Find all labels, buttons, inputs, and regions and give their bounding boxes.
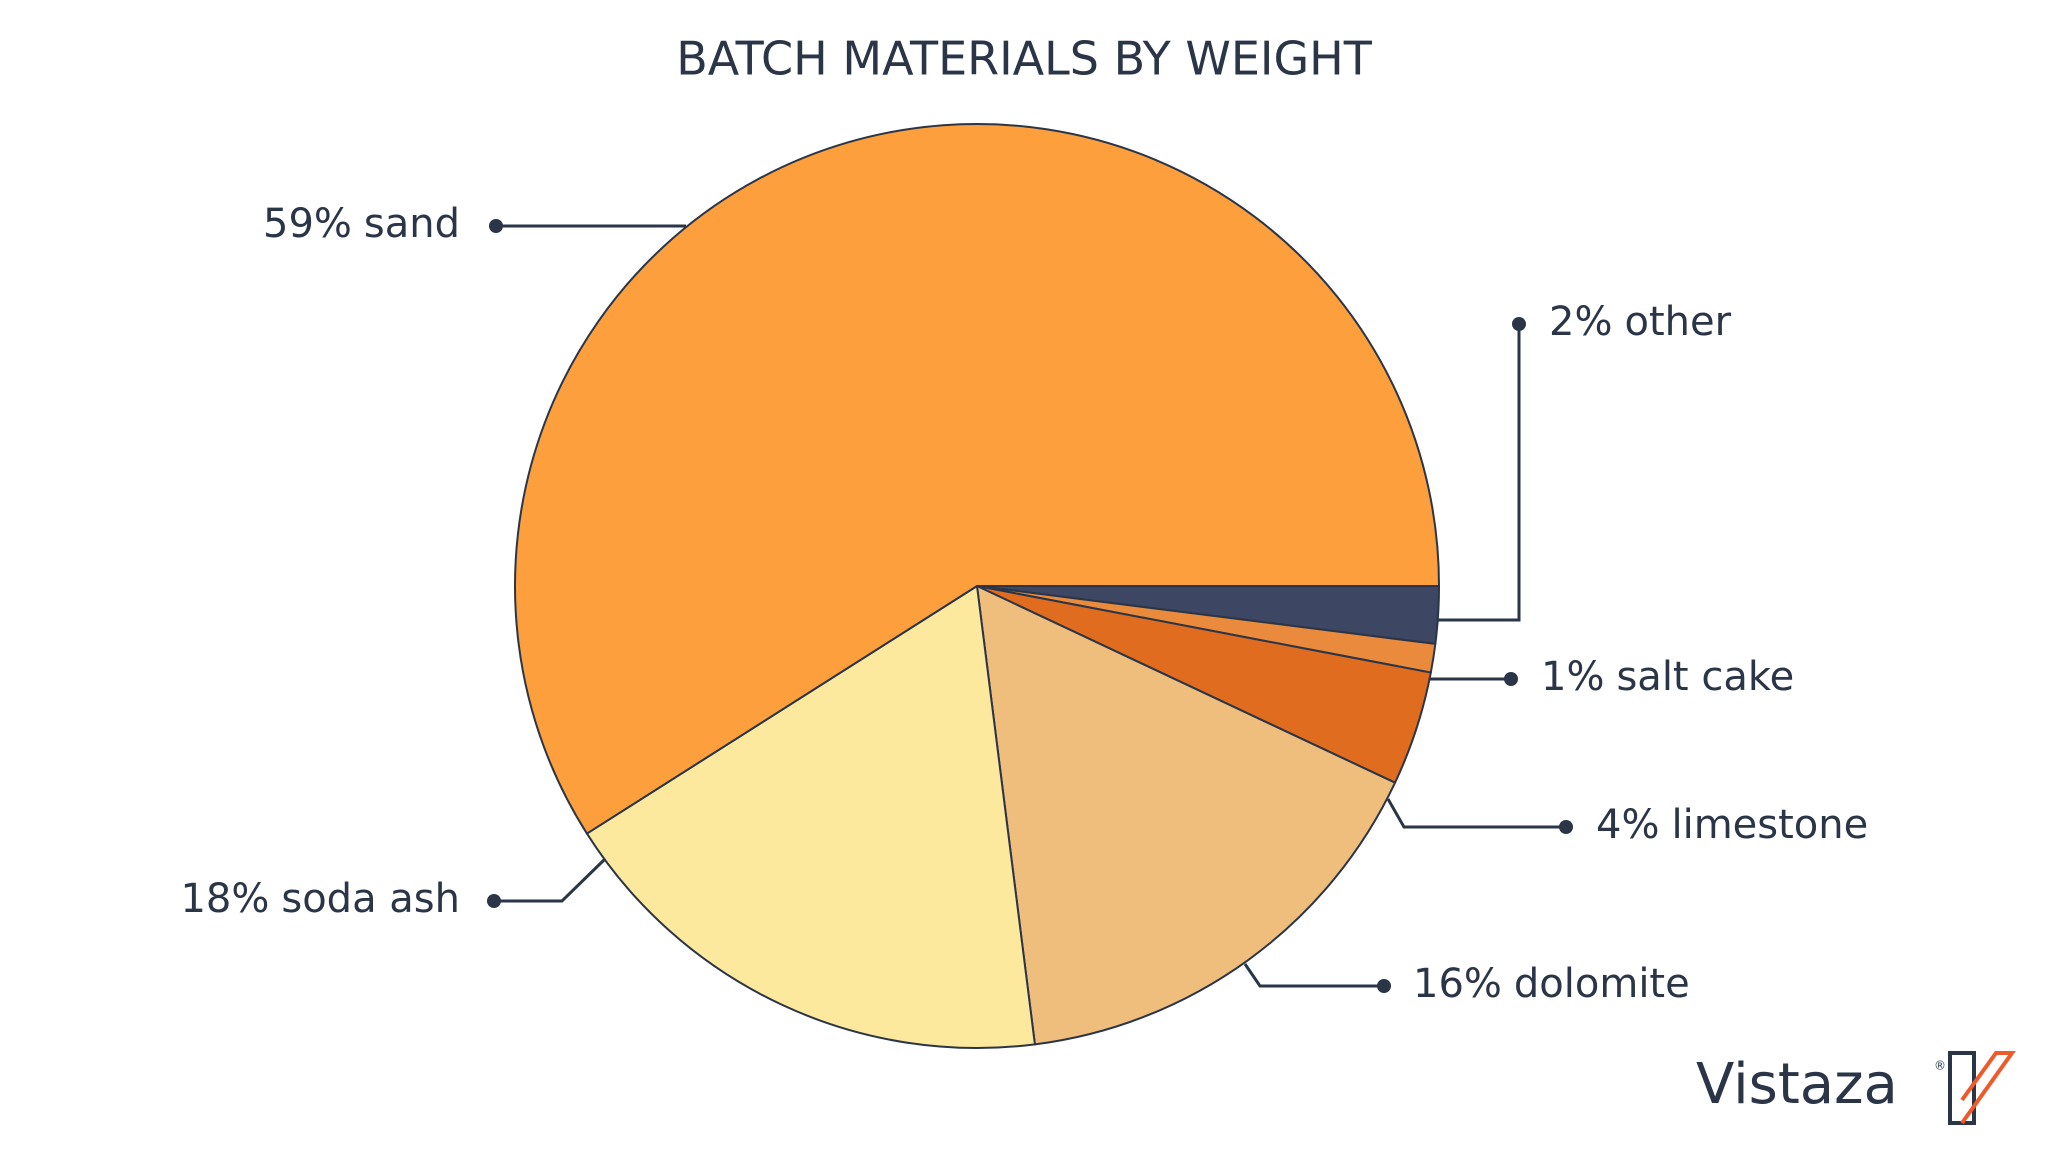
leader-line [1437, 324, 1521, 622]
pie-slice [514, 123, 1440, 835]
pie [514, 123, 1440, 1049]
logo-registered: ® [1934, 1059, 1946, 1073]
leader-dot [1512, 317, 1526, 331]
logo-icon-slash [1960, 1051, 2016, 1125]
slice-label: 4% limestone [1596, 802, 1868, 848]
value-label: 18% [180, 876, 269, 922]
chart-title: BATCH MATERIALS BY WEIGHT [676, 32, 1372, 86]
category-label: sand [364, 201, 460, 247]
value-label: 16% [1413, 961, 1502, 1007]
value-label: 59% [263, 201, 352, 247]
leader-dot [1377, 979, 1391, 993]
labels: 2% other 1% salt cake 4% limestone 16% dolomite… [180, 201, 1868, 1007]
slice-label: 16% dolomite [1413, 961, 1690, 1007]
category-label: salt cake [1616, 654, 1794, 700]
value-label: 4% [1596, 802, 1659, 848]
slice-label: 2% other [1549, 299, 1732, 345]
leader-line [1243, 963, 1384, 988]
category-label: limestone [1671, 802, 1868, 848]
value-label: 1% [1541, 654, 1604, 700]
leader-line [1386, 798, 1566, 829]
slice-label: 18% soda ash [180, 876, 460, 922]
slice-label: 1% salt cake [1541, 654, 1794, 700]
pie-slice [585, 585, 1036, 1049]
leader-line [494, 857, 607, 903]
leader-dot [1504, 672, 1518, 686]
pie-slice [976, 585, 1397, 1046]
logo: Vistaza ® [1696, 1051, 2016, 1125]
value-label: 2% [1549, 299, 1612, 345]
category-label: other [1624, 299, 1731, 345]
logo-text: Vistaza [1696, 1052, 1898, 1117]
leader-dot [489, 219, 503, 233]
slice-label: 59% sand [263, 201, 460, 247]
leader-dot [487, 894, 501, 908]
leader-dot [1559, 820, 1573, 834]
category-label: dolomite [1514, 961, 1690, 1007]
category-label: soda ash [281, 876, 460, 922]
